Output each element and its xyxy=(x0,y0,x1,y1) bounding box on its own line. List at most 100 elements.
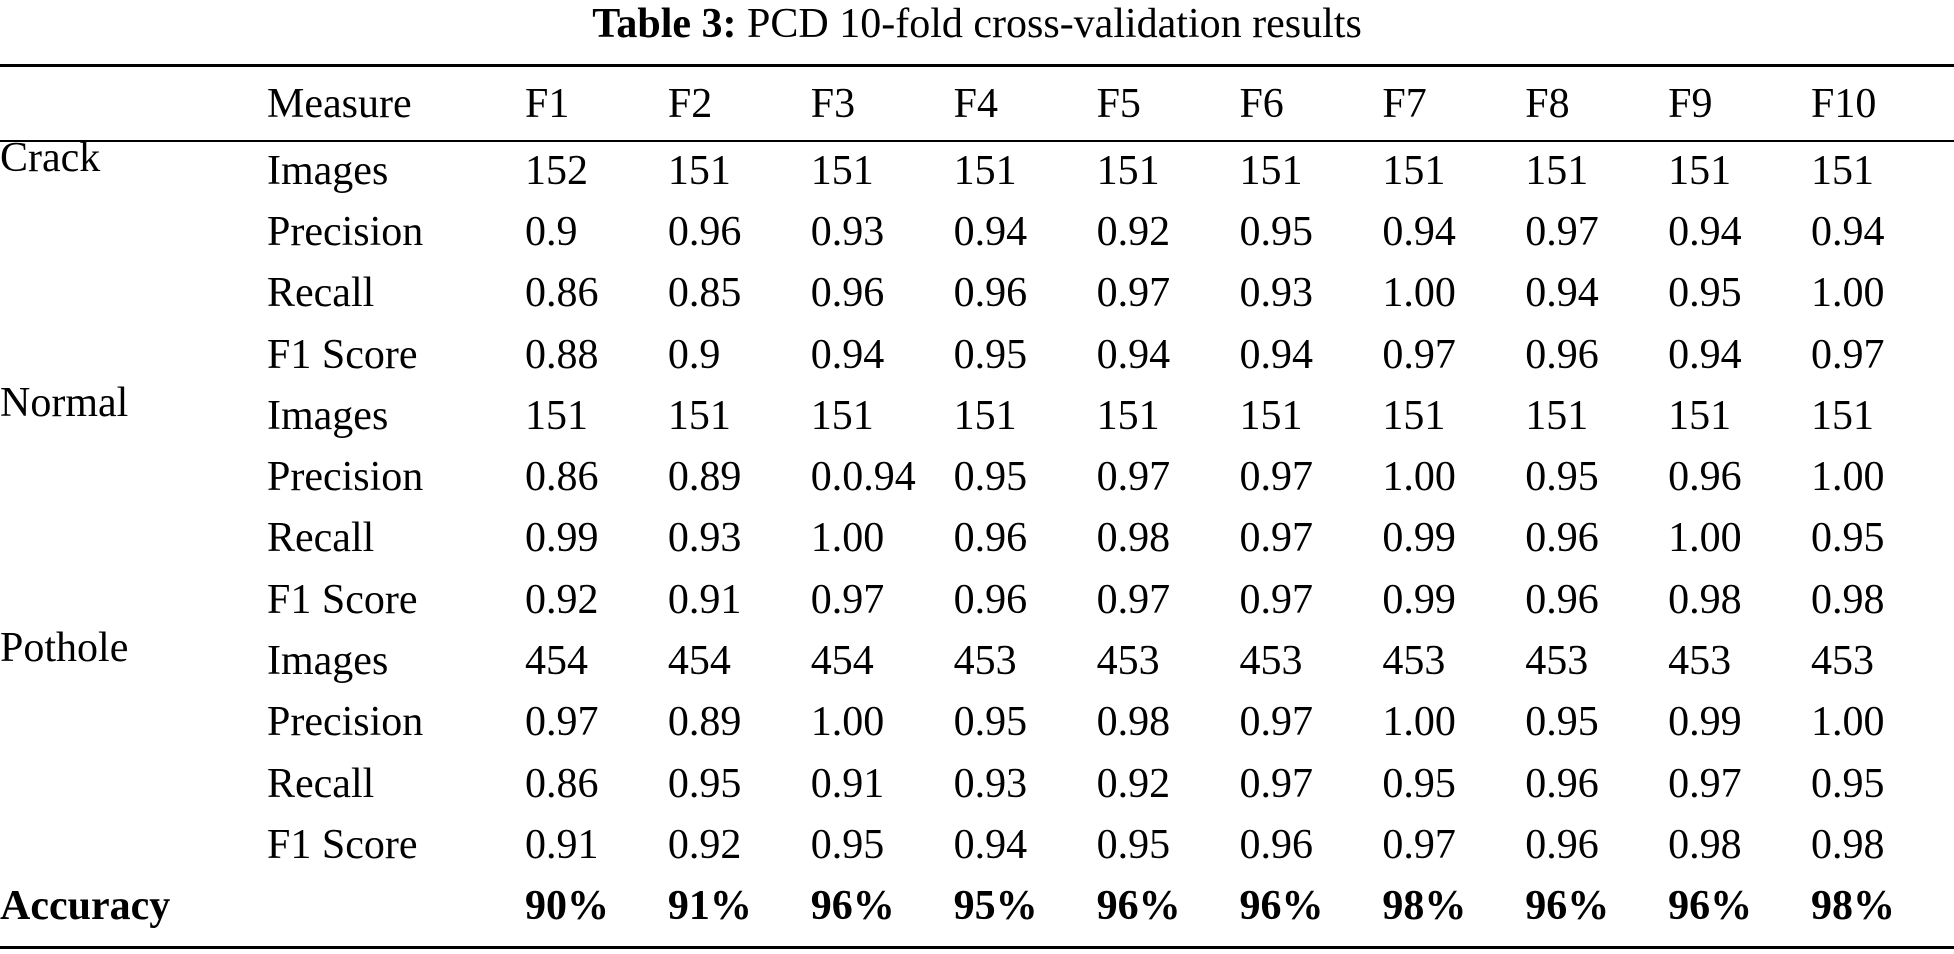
group-cell xyxy=(0,201,267,262)
value-cell: 1.00 xyxy=(1382,270,1456,317)
value-cell: 0.98 xyxy=(1811,821,1885,868)
value-cell: 1.00 xyxy=(1382,454,1456,501)
value-cell: 151 xyxy=(1239,392,1303,439)
table-row: F1 Score 0.91 0.92 0.95 0.94 0.95 0.96 0.97 0.96… xyxy=(0,814,1954,875)
value-cell: 0.97 xyxy=(1525,208,1599,255)
value-cell: 1.00 xyxy=(1811,270,1885,317)
value-cell: 0.94 xyxy=(1811,208,1885,255)
value-cell: 0.94 xyxy=(953,208,1028,255)
value-cell: 151 xyxy=(1096,147,1160,194)
value-cell: 1.00 xyxy=(810,515,885,562)
value-cell: 1.00 xyxy=(1811,454,1885,501)
column-header xyxy=(0,67,267,140)
value-cell: 0.94 xyxy=(953,821,1028,868)
table-row: Precision 0.97 0.89 1.00 0.95 0.98 0.97 1.00 0.9… xyxy=(0,692,1954,753)
accuracy-value: 96% xyxy=(1668,883,1753,930)
value-cell: 0.96 xyxy=(1668,454,1742,501)
value-cell: 0.93 xyxy=(667,515,742,562)
value-cell: 0.94 xyxy=(1382,208,1456,255)
value-cell: 0.86 xyxy=(525,454,599,501)
measure-cell: Recall xyxy=(267,760,375,807)
value-cell: 0.86 xyxy=(525,760,599,807)
value-cell: 151 xyxy=(667,147,731,194)
column-header: F3 xyxy=(810,80,856,127)
value-cell: 0.91 xyxy=(525,821,599,868)
table-row: Normal Images 151 151 151 151 151 151 151 151 151 1… xyxy=(0,380,1954,446)
value-cell: 0.95 xyxy=(1382,760,1456,807)
value-cell: 151 xyxy=(1525,392,1589,439)
value-cell: 0.92 xyxy=(1096,760,1171,807)
value-cell: 1.00 xyxy=(1668,515,1742,562)
results-table: Measure F1 F2 F3 F4 F5 F6 F7 F8 F9 F10 C… xyxy=(0,67,1954,937)
caption-text: PCD 10-fold cross-validation results xyxy=(747,1,1362,47)
accuracy-value: 95% xyxy=(953,883,1038,930)
value-cell: 151 xyxy=(810,147,874,194)
value-cell: 0.97 xyxy=(1239,515,1313,562)
value-cell: 0.97 xyxy=(1096,454,1171,501)
value-cell: 0.9 xyxy=(525,208,578,255)
value-cell: 0.0.94 xyxy=(810,454,916,501)
measure-cell: Precision xyxy=(267,699,424,746)
value-cell: 453 xyxy=(1239,638,1303,685)
value-cell: 0.97 xyxy=(1239,454,1313,501)
group-label: Crack xyxy=(0,135,101,181)
value-cell: 0.94 xyxy=(1668,331,1742,378)
value-cell: 151 xyxy=(1811,392,1875,439)
value-cell: 0.95 xyxy=(1525,699,1599,746)
table-row: Precision 0.9 0.96 0.93 0.94 0.92 0.95 0.94 0.97… xyxy=(0,201,1954,262)
measure-cell: F1 Score xyxy=(267,331,418,378)
value-cell: 0.91 xyxy=(667,576,742,623)
header-rule xyxy=(0,140,1954,142)
table-row: Pothole Images 454 454 454 453 453 453 453 453 453… xyxy=(0,625,1954,691)
measure-cell: Recall xyxy=(267,270,375,317)
value-cell: 0.97 xyxy=(525,699,599,746)
measure-cell: Precision xyxy=(267,454,424,501)
column-header: F10 xyxy=(1811,80,1877,127)
value-cell: 0.95 xyxy=(667,760,742,807)
value-cell: 151 xyxy=(525,392,588,439)
value-cell: 0.94 xyxy=(1525,270,1599,317)
value-cell: 0.95 xyxy=(1096,821,1171,868)
value-cell: 0.97 xyxy=(1096,270,1171,317)
value-cell: 0.95 xyxy=(953,331,1028,378)
column-header: F4 xyxy=(953,80,999,127)
group-cell xyxy=(0,692,267,753)
measure-cell: Images xyxy=(267,147,389,194)
accuracy-label: Accuracy xyxy=(0,883,171,930)
value-cell: 0.91 xyxy=(810,760,885,807)
value-cell: 0.97 xyxy=(810,576,885,623)
value-cell: 0.97 xyxy=(1382,821,1456,868)
measure-cell: Precision xyxy=(267,208,424,255)
measure-cell: Images xyxy=(267,392,389,439)
value-cell: 0.95 xyxy=(810,821,885,868)
value-cell: 453 xyxy=(1382,638,1446,685)
value-cell: 151 xyxy=(1239,147,1303,194)
column-header: F2 xyxy=(667,80,713,127)
bottom-rule xyxy=(0,946,1954,949)
column-header: F7 xyxy=(1382,80,1427,127)
value-cell: 151 xyxy=(1382,392,1446,439)
value-cell: 0.96 xyxy=(953,515,1028,562)
value-cell: 0.92 xyxy=(525,576,599,623)
value-cell: 0.94 xyxy=(810,331,885,378)
table-caption: Table 3: PCD 10-fold cross-validation re… xyxy=(0,0,1954,48)
value-cell: 0.96 xyxy=(1525,515,1599,562)
value-cell: 0.96 xyxy=(667,208,742,255)
value-cell: 0.96 xyxy=(1239,821,1313,868)
value-cell: 0.98 xyxy=(1096,515,1171,562)
value-cell: 0.93 xyxy=(1239,270,1313,317)
value-cell: 0.97 xyxy=(1811,331,1885,378)
value-cell: 151 xyxy=(810,392,874,439)
value-cell: 0.99 xyxy=(525,515,599,562)
value-cell: 0.88 xyxy=(525,331,599,378)
measure-cell: F1 Score xyxy=(267,576,418,623)
header-row: Measure F1 F2 F3 F4 F5 F6 F7 F8 F9 F10 xyxy=(0,67,1954,140)
value-cell: 0.95 xyxy=(1668,270,1742,317)
value-cell: 151 xyxy=(1668,147,1732,194)
value-cell: 0.93 xyxy=(810,208,885,255)
value-cell: 454 xyxy=(810,638,874,685)
accuracy-value: 96% xyxy=(1096,883,1181,930)
table-row: Recall 0.86 0.85 0.96 0.96 0.97 0.93 1.00 0.94 0.… xyxy=(0,263,1954,324)
value-cell: 0.97 xyxy=(1239,699,1313,746)
table-row: Recall 0.86 0.95 0.91 0.93 0.92 0.97 0.95 0.96 0.… xyxy=(0,753,1954,814)
